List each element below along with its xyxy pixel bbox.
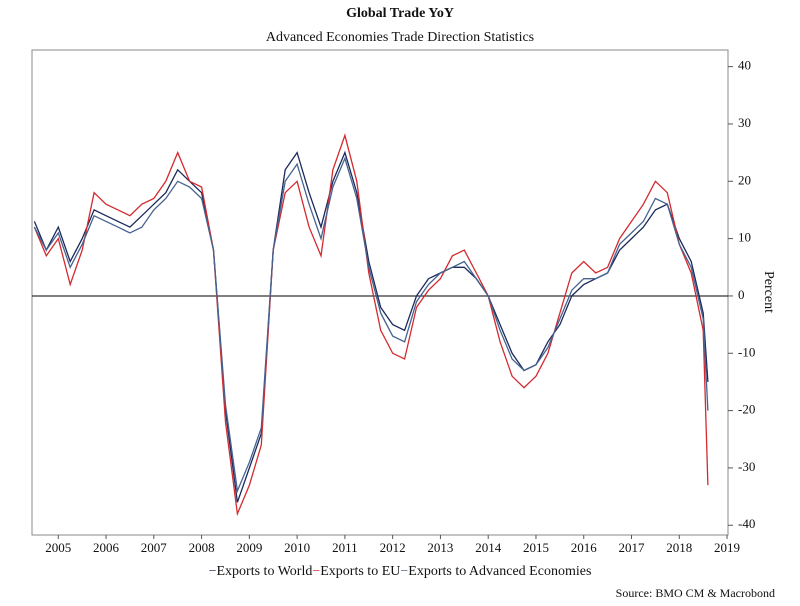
- x-tick-label: 2014: [475, 540, 502, 555]
- y-tick-label: 10: [738, 230, 751, 245]
- x-tick-label: 2019: [714, 540, 740, 555]
- plot-frame: [31, 49, 729, 536]
- legend-label: Exports to World: [217, 564, 313, 579]
- x-tick-label: 2007: [141, 540, 168, 555]
- y-tick-label: 40: [738, 58, 751, 73]
- x-tick-label: 2012: [380, 540, 406, 555]
- series-line: [33, 150, 709, 503]
- y-tick-label: -10: [738, 344, 755, 359]
- y-tick-label: 20: [738, 172, 751, 187]
- y-tick-label: 30: [738, 115, 751, 130]
- legend-label: Exports to Advanced Economies: [408, 564, 591, 579]
- x-tick-label: 2013: [427, 540, 453, 555]
- legend-label: Exports to EU: [320, 564, 400, 579]
- x-tick-label: 2009: [236, 540, 262, 555]
- x-tick-label: 2017: [619, 540, 646, 555]
- chart-subtitle: Advanced Economies Trade Direction Stati…: [266, 30, 534, 45]
- y-tick-label: -40: [738, 516, 755, 531]
- legend-swatch: −: [312, 564, 320, 579]
- series-line: [33, 156, 709, 494]
- y-tick-label: -30: [738, 459, 755, 474]
- y-axis-label: Percent: [761, 271, 776, 313]
- x-tick-label: 2006: [93, 540, 120, 555]
- x-tick-label: 2008: [189, 540, 215, 555]
- x-tick-label: 2018: [666, 540, 692, 555]
- legend-swatch: −: [400, 564, 408, 579]
- legend-swatch: −: [209, 564, 217, 579]
- y-tick-label: -20: [738, 402, 755, 417]
- source-note: Source: BMO CM & Macrobond: [616, 586, 775, 600]
- series-line: [33, 133, 709, 517]
- x-tick-label: 2011: [332, 540, 358, 555]
- x-tick-label: 2015: [523, 540, 549, 555]
- legend: −Exports to World−Exports to EU−Exports …: [209, 564, 592, 579]
- x-tick-label: 2005: [45, 540, 71, 555]
- chart-title: Global Trade YoY: [346, 6, 454, 21]
- x-tick-label: 2010: [284, 540, 310, 555]
- x-tick-label: 2016: [571, 540, 598, 555]
- y-tick-label: 0: [738, 287, 745, 302]
